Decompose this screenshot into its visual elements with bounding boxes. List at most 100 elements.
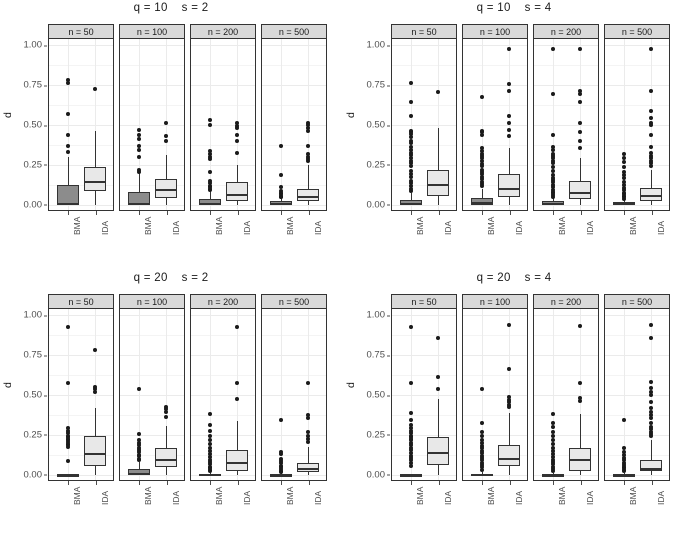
outlier-point bbox=[480, 458, 485, 463]
facet-group-2: q = 10 s = 4 d 0.00 0.25 0.50 0.75 1.00 n = 50 B… bbox=[343, 0, 685, 269]
outlier-point bbox=[649, 416, 654, 421]
gridline-major bbox=[120, 164, 184, 166]
outlier-point bbox=[164, 407, 169, 412]
gridline-minor bbox=[120, 375, 184, 377]
outlier-point bbox=[306, 430, 311, 435]
median-line bbox=[155, 458, 177, 461]
gridline-major bbox=[49, 395, 113, 396]
outlier-point bbox=[208, 457, 213, 462]
outlier-point bbox=[235, 121, 240, 126]
outlier-point bbox=[622, 458, 627, 463]
median-line bbox=[498, 457, 520, 460]
median-line bbox=[297, 468, 319, 471]
outlier-point bbox=[480, 453, 485, 458]
x-axis-ticks bbox=[119, 481, 185, 485]
panel-strip-label: n = 200 bbox=[533, 24, 599, 39]
gridline-minor bbox=[262, 65, 326, 67]
outlier-point bbox=[551, 469, 556, 474]
outlier-point bbox=[551, 464, 556, 469]
gridline-major bbox=[49, 204, 113, 206]
outlier-point bbox=[208, 412, 213, 417]
plot-area bbox=[190, 309, 256, 481]
x-tick-mark bbox=[552, 211, 554, 215]
gridline-vertical bbox=[281, 39, 283, 210]
x-axis-labels: BMA IDA bbox=[261, 485, 327, 506]
outlier-point bbox=[551, 448, 556, 453]
boxplot-bma bbox=[191, 39, 255, 210]
gridline-minor bbox=[392, 105, 456, 107]
outlier-point bbox=[507, 114, 512, 119]
outlier-point bbox=[409, 172, 414, 177]
panel-strip-label: n = 500 bbox=[604, 24, 670, 39]
x-axis-labels: BMA IDA bbox=[533, 215, 599, 236]
outlier-point bbox=[622, 185, 627, 190]
median-line bbox=[613, 203, 636, 206]
gridline-minor bbox=[463, 105, 527, 107]
y-axis: 0.00 0.25 0.50 0.75 1.00 bbox=[14, 24, 48, 236]
gridline-vertical bbox=[139, 39, 141, 210]
x-axis-tick-label: IDA bbox=[241, 490, 252, 505]
outlier-point bbox=[208, 152, 213, 157]
gridline-major bbox=[534, 434, 598, 436]
outlier-point bbox=[279, 451, 284, 456]
outlier-point bbox=[137, 133, 142, 138]
gridline-major bbox=[392, 85, 456, 87]
gridline-major bbox=[120, 315, 184, 317]
gridline-major bbox=[120, 45, 184, 47]
boxplot-ida bbox=[534, 39, 598, 210]
boxplot-ida bbox=[534, 309, 598, 480]
gridline-minor bbox=[392, 375, 456, 377]
outlier-point bbox=[66, 80, 71, 85]
outlier-point bbox=[480, 149, 485, 154]
x-axis-ticks bbox=[261, 481, 327, 485]
plot-area bbox=[261, 309, 327, 481]
outlier-point bbox=[137, 440, 142, 445]
outlier-point bbox=[409, 161, 414, 166]
x-axis-labels: BMA IDA bbox=[261, 215, 327, 236]
outlier-point bbox=[480, 95, 485, 100]
gridline-major bbox=[262, 474, 326, 476]
x-axis-tick-label: BMA bbox=[71, 216, 82, 235]
x-tick-mark bbox=[237, 481, 239, 485]
y-axis-tick-label: 0.00 bbox=[366, 469, 390, 481]
gridline-major bbox=[392, 315, 456, 317]
box-iqr bbox=[498, 445, 520, 466]
median-line bbox=[400, 202, 423, 205]
outlier-point bbox=[480, 151, 485, 156]
gridline-minor bbox=[534, 184, 598, 186]
panel-strip-label: n = 50 bbox=[391, 24, 457, 39]
gridline-minor bbox=[605, 414, 669, 416]
outlier-point bbox=[551, 459, 556, 464]
boxplot-ida bbox=[49, 309, 113, 480]
outlier-point bbox=[93, 389, 98, 394]
outlier-point bbox=[480, 437, 485, 442]
outlier-point bbox=[409, 410, 414, 415]
gridline-major bbox=[605, 45, 669, 47]
outlier-point bbox=[578, 396, 583, 401]
plot-area bbox=[604, 309, 670, 481]
median-line bbox=[57, 473, 80, 476]
gridline-minor bbox=[120, 105, 184, 107]
outlier-point bbox=[551, 180, 556, 185]
outlier-point bbox=[551, 185, 556, 190]
y-axis-tick-label: 1.00 bbox=[366, 39, 390, 51]
gridline-minor bbox=[262, 105, 326, 107]
gridline-minor bbox=[191, 184, 255, 186]
outlier-point bbox=[436, 387, 441, 392]
gridline-major bbox=[262, 164, 326, 166]
panel-n-100: n = 100 BMA IDA bbox=[119, 294, 185, 506]
outlier-point bbox=[279, 185, 284, 190]
x-axis-labels: BMA IDA bbox=[604, 215, 670, 236]
outlier-point bbox=[507, 88, 512, 93]
whisker-line bbox=[650, 440, 652, 475]
whisker-line bbox=[67, 156, 69, 205]
gridline-vertical bbox=[509, 309, 511, 480]
x-tick-mark bbox=[438, 481, 440, 485]
outlier-point bbox=[409, 186, 414, 191]
plot-area bbox=[48, 39, 114, 211]
median-line bbox=[542, 203, 565, 206]
gridline-major bbox=[120, 355, 184, 357]
x-axis-tick-label: BMA bbox=[627, 216, 638, 235]
outlier-point bbox=[306, 128, 311, 133]
gridline-major bbox=[120, 204, 184, 206]
